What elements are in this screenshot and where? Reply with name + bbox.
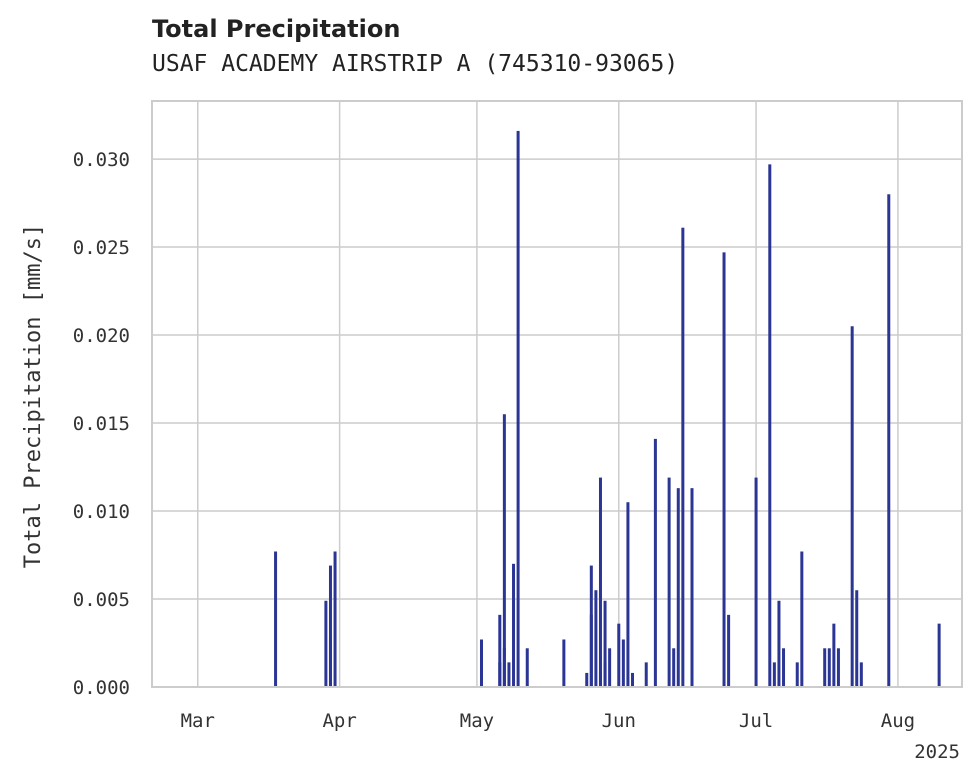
x-tick-label: Jun (602, 710, 636, 732)
precipitation-bar (603, 600, 607, 687)
x-tick-label: Mar (181, 710, 215, 732)
precipitation-bar (502, 414, 506, 687)
precipitation-bar (516, 130, 520, 688)
bar-series (274, 130, 941, 688)
precipitation-bar (795, 662, 799, 687)
precipitation-bar (681, 227, 685, 687)
precipitation-bar (608, 648, 612, 687)
precipitation-bar (644, 662, 648, 687)
precipitation-bar (479, 639, 483, 687)
x-tick-label: May (460, 710, 494, 732)
chart-subtitle: USAF ACADEMY AIRSTRIP A (745310-93065) (152, 51, 679, 77)
precipitation-bar (502, 648, 506, 687)
precipitation-bar (782, 648, 786, 687)
precipitation-bar (754, 477, 758, 687)
precipitation-bar (621, 639, 625, 687)
precipitation-bar (589, 614, 593, 687)
precipitation-bar (727, 614, 731, 687)
y-axis-ticks: 0.000 0.005 0.010 0.015 0.020 0.025 0.030 (73, 149, 130, 699)
precipitation-bar (653, 438, 657, 687)
precipitation-bar (328, 639, 332, 687)
precipitation-bar (512, 563, 516, 687)
precipitation-bar (676, 488, 680, 687)
precipitation-bar (598, 477, 602, 687)
precipitation-bar (823, 648, 827, 687)
y-tick-label: 0.020 (73, 325, 130, 347)
x-tick-label: Aug (881, 710, 915, 732)
precipitation-bar (690, 488, 694, 687)
grid-lines (152, 101, 962, 688)
y-tick-label: 0.030 (73, 149, 130, 171)
precipitation-bar (850, 326, 854, 687)
precipitation-bar (507, 662, 511, 687)
precipitation-bar (672, 648, 676, 687)
precipitation-bar (722, 252, 726, 687)
precipitation-bar (498, 614, 502, 687)
precipitation-bar (585, 672, 589, 687)
chart-title: Total Precipitation (152, 15, 401, 43)
precipitation-bar (859, 662, 863, 687)
precipitation-bar (667, 477, 671, 687)
x-axis-year-label: 2025 (914, 741, 960, 763)
precipitation-bar (626, 502, 630, 687)
precipitation-bar (777, 600, 781, 687)
y-tick-label: 0.005 (73, 589, 130, 611)
y-tick-label: 0.010 (73, 501, 130, 523)
precipitation-bar (274, 551, 278, 687)
precipitation-bar (631, 672, 635, 687)
y-tick-label: 0.025 (73, 237, 130, 259)
precipitation-bar (594, 590, 598, 687)
precipitation-bar (887, 194, 891, 687)
plot-frame (151, 100, 963, 688)
precipitation-bar (855, 590, 859, 687)
x-axis-ticks: Mar Apr May Jun Jul Aug (181, 710, 915, 732)
precipitation-bar (598, 672, 602, 687)
y-tick-label: 0.015 (73, 413, 130, 435)
precipitation-bar (772, 662, 776, 687)
precipitation-bar (333, 551, 337, 687)
precipitation-bar (937, 623, 941, 687)
plot-border (151, 100, 963, 688)
precipitation-bar (324, 600, 328, 687)
precipitation-bar (768, 164, 772, 688)
x-tick-label: Jul (739, 710, 773, 732)
precipitation-bar (328, 565, 332, 687)
y-tick-label: 0.000 (73, 677, 130, 699)
x-tick-label: Apr (322, 710, 356, 732)
precipitation-bar (562, 639, 566, 687)
precipitation-bar (525, 648, 529, 687)
precipitation-bar (836, 648, 840, 687)
precipitation-bar (617, 623, 621, 687)
y-axis-label: Total Precipitation [mm/s] (21, 224, 46, 568)
precipitation-bar (800, 551, 804, 687)
precipitation-bar (832, 623, 836, 687)
precipitation-bar (827, 648, 831, 687)
